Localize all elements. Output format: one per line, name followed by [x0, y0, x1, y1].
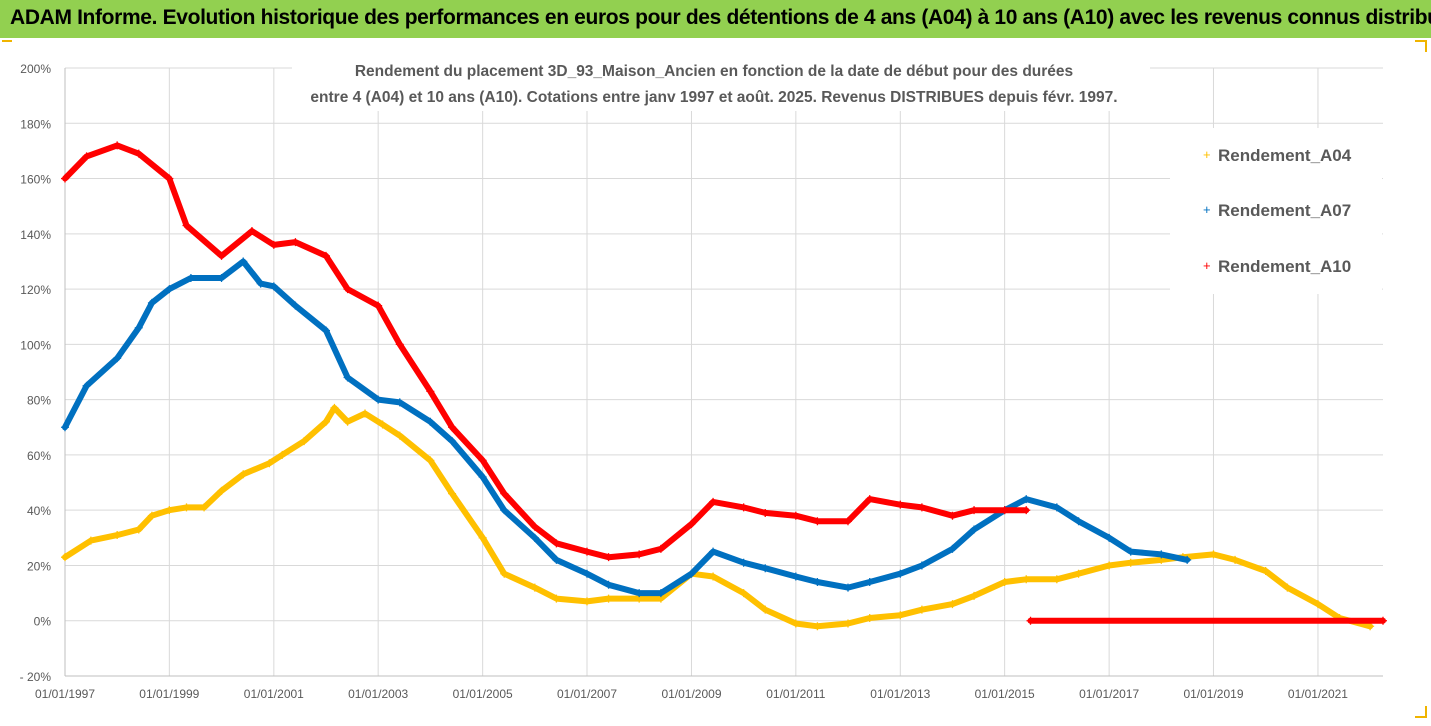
- legend-marker-a04: +: [1203, 147, 1211, 162]
- chart-area: - 20% 0% 20% 40% 60% 80% 100% 120% 140% 160% 180% 2…: [0, 38, 1431, 721]
- y-tick-label: 140%: [20, 228, 51, 242]
- y-tick-label: 200%: [20, 62, 51, 76]
- chart-title-line-1: Rendement du placement 3D_93_Maison_Anci…: [355, 63, 1073, 80]
- legend-marker-a10: +: [1203, 258, 1211, 273]
- legend-label-a07: Rendement_A07: [1218, 201, 1351, 220]
- series-rendement-a10: [61, 141, 1030, 561]
- legend: + Rendement_A04 + Rendement_A07 + Rendem…: [1170, 128, 1382, 294]
- x-tick-label: 01/01/2019: [1183, 687, 1243, 701]
- banner-title: ADAM Informe. Evolution historique des p…: [10, 6, 1431, 30]
- series-rendement-a07: [61, 257, 1191, 597]
- x-tick-label: 01/01/2007: [557, 687, 617, 701]
- chart-title-line-2: entre 4 (A04) et 10 ans (A10). Cotations…: [310, 89, 1117, 106]
- x-tick-label: 01/01/2011: [766, 687, 825, 701]
- x-tick-label: 01/01/2013: [870, 687, 930, 701]
- y-tick-label: 120%: [20, 283, 51, 297]
- banner: ADAM Informe. Evolution historique des p…: [0, 0, 1431, 38]
- x-axis: 01/01/1997 01/01/1999 01/01/2001 01/01/2003…: [35, 687, 1348, 701]
- y-tick-label: 20%: [27, 559, 51, 573]
- series-line: [65, 145, 1026, 557]
- x-tick-label: 01/01/1999: [139, 687, 199, 701]
- legend-marker-a07: +: [1203, 202, 1211, 217]
- legend-label-a04: Rendement_A04: [1218, 146, 1352, 165]
- y-tick-label: 100%: [20, 338, 51, 352]
- x-tick-label: 01/01/2017: [1079, 687, 1139, 701]
- y-tick-label: 180%: [20, 117, 51, 131]
- y-tick-label: 0%: [34, 615, 52, 629]
- chart-svg: - 20% 0% 20% 40% 60% 80% 100% 120% 140% 160% 180% 2…: [0, 38, 1431, 721]
- series-rendement-a04: [61, 404, 1374, 630]
- series-line: [65, 408, 1370, 626]
- y-tick-label: 160%: [20, 173, 51, 187]
- x-tick-label: 01/01/2003: [348, 687, 408, 701]
- x-tick-label: 01/01/1997: [35, 687, 95, 701]
- y-tick-label: 40%: [27, 504, 51, 518]
- x-tick-label: 01/01/2015: [975, 687, 1035, 701]
- series-line: [65, 262, 1187, 594]
- x-tick-label: 01/01/2001: [244, 687, 304, 701]
- y-tick-label: - 20%: [20, 670, 52, 684]
- y-tick-label: 60%: [27, 449, 51, 463]
- legend-label-a10: Rendement_A10: [1218, 257, 1351, 276]
- x-tick-label: 01/01/2009: [661, 687, 721, 701]
- x-tick-label: 01/01/2021: [1288, 687, 1348, 701]
- x-tick-label: 01/01/2005: [453, 687, 513, 701]
- y-axis: - 20% 0% 20% 40% 60% 80% 100% 120% 140% 160% 180% 2…: [20, 62, 52, 684]
- series-rendement-a10-zero: [1027, 617, 1387, 625]
- y-tick-label: 80%: [27, 394, 51, 408]
